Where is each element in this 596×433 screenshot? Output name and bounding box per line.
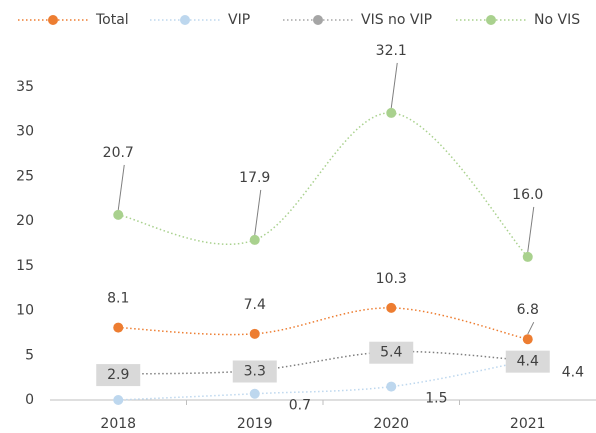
- data-label: 2.9: [107, 367, 129, 383]
- legend-marker: [486, 15, 496, 25]
- legend-label: Total: [95, 12, 129, 28]
- legend-label: VIS no VIP: [361, 12, 432, 28]
- y-tick-label: 0: [25, 392, 34, 408]
- data-label: 32.1: [376, 43, 407, 59]
- leader-line: [117, 164, 125, 210]
- data-label: 8.1: [107, 291, 129, 307]
- x-tick-label: 2019: [237, 416, 273, 432]
- y-tick-label: 5: [25, 347, 34, 363]
- x-tick-label: 2018: [100, 416, 136, 432]
- data-label: 1.5: [425, 391, 447, 407]
- leader-line: [390, 62, 398, 109]
- series-line: [118, 359, 528, 401]
- series-line: [118, 307, 528, 340]
- data-point: [249, 234, 260, 245]
- data-label: 10.3: [376, 271, 407, 287]
- data-label: 3.3: [244, 363, 266, 379]
- data-point: [249, 388, 260, 399]
- y-tick-label: 15: [16, 258, 34, 274]
- data-label: 20.7: [103, 145, 134, 161]
- data-point: [113, 322, 124, 333]
- data-label: 6.8: [517, 302, 539, 318]
- series-line: [118, 350, 528, 375]
- data-point: [522, 334, 533, 345]
- legend-marker: [180, 15, 190, 25]
- y-tick-label: 35: [16, 79, 34, 95]
- y-tick-label: 10: [16, 303, 34, 319]
- legend-label: No VIS: [534, 12, 580, 28]
- series-line: [118, 112, 529, 258]
- data-point: [386, 381, 397, 392]
- legend-marker: [313, 15, 323, 25]
- y-tick-label: 30: [16, 124, 34, 140]
- data-label: 5.4: [380, 345, 402, 361]
- leader-line: [254, 189, 262, 235]
- leader-line: [527, 321, 535, 335]
- label-box: [96, 364, 141, 387]
- x-tick-label: 2020: [373, 416, 409, 432]
- data-label: 4.4: [517, 354, 539, 370]
- y-tick-label: 20: [16, 213, 34, 229]
- data-point: [386, 107, 397, 118]
- label-box: [232, 360, 277, 383]
- data-point: [249, 328, 260, 339]
- data-label: 4.4: [562, 365, 584, 381]
- data-label: 7.4: [244, 297, 266, 313]
- data-point: [386, 302, 397, 313]
- y-tick-label: 25: [16, 168, 34, 184]
- data-label: 17.9: [239, 170, 270, 186]
- data-label: 16.0: [512, 187, 543, 203]
- label-box: [505, 350, 550, 373]
- legend-marker: [48, 15, 58, 25]
- legend-label: VIP: [228, 12, 250, 28]
- x-tick-label: 2021: [510, 416, 546, 432]
- data-point: [113, 395, 124, 405]
- label-box: [369, 341, 414, 364]
- leader-line: [527, 206, 535, 252]
- data-label: 0.7: [289, 398, 311, 414]
- data-point: [113, 209, 124, 220]
- data-point: [522, 251, 533, 262]
